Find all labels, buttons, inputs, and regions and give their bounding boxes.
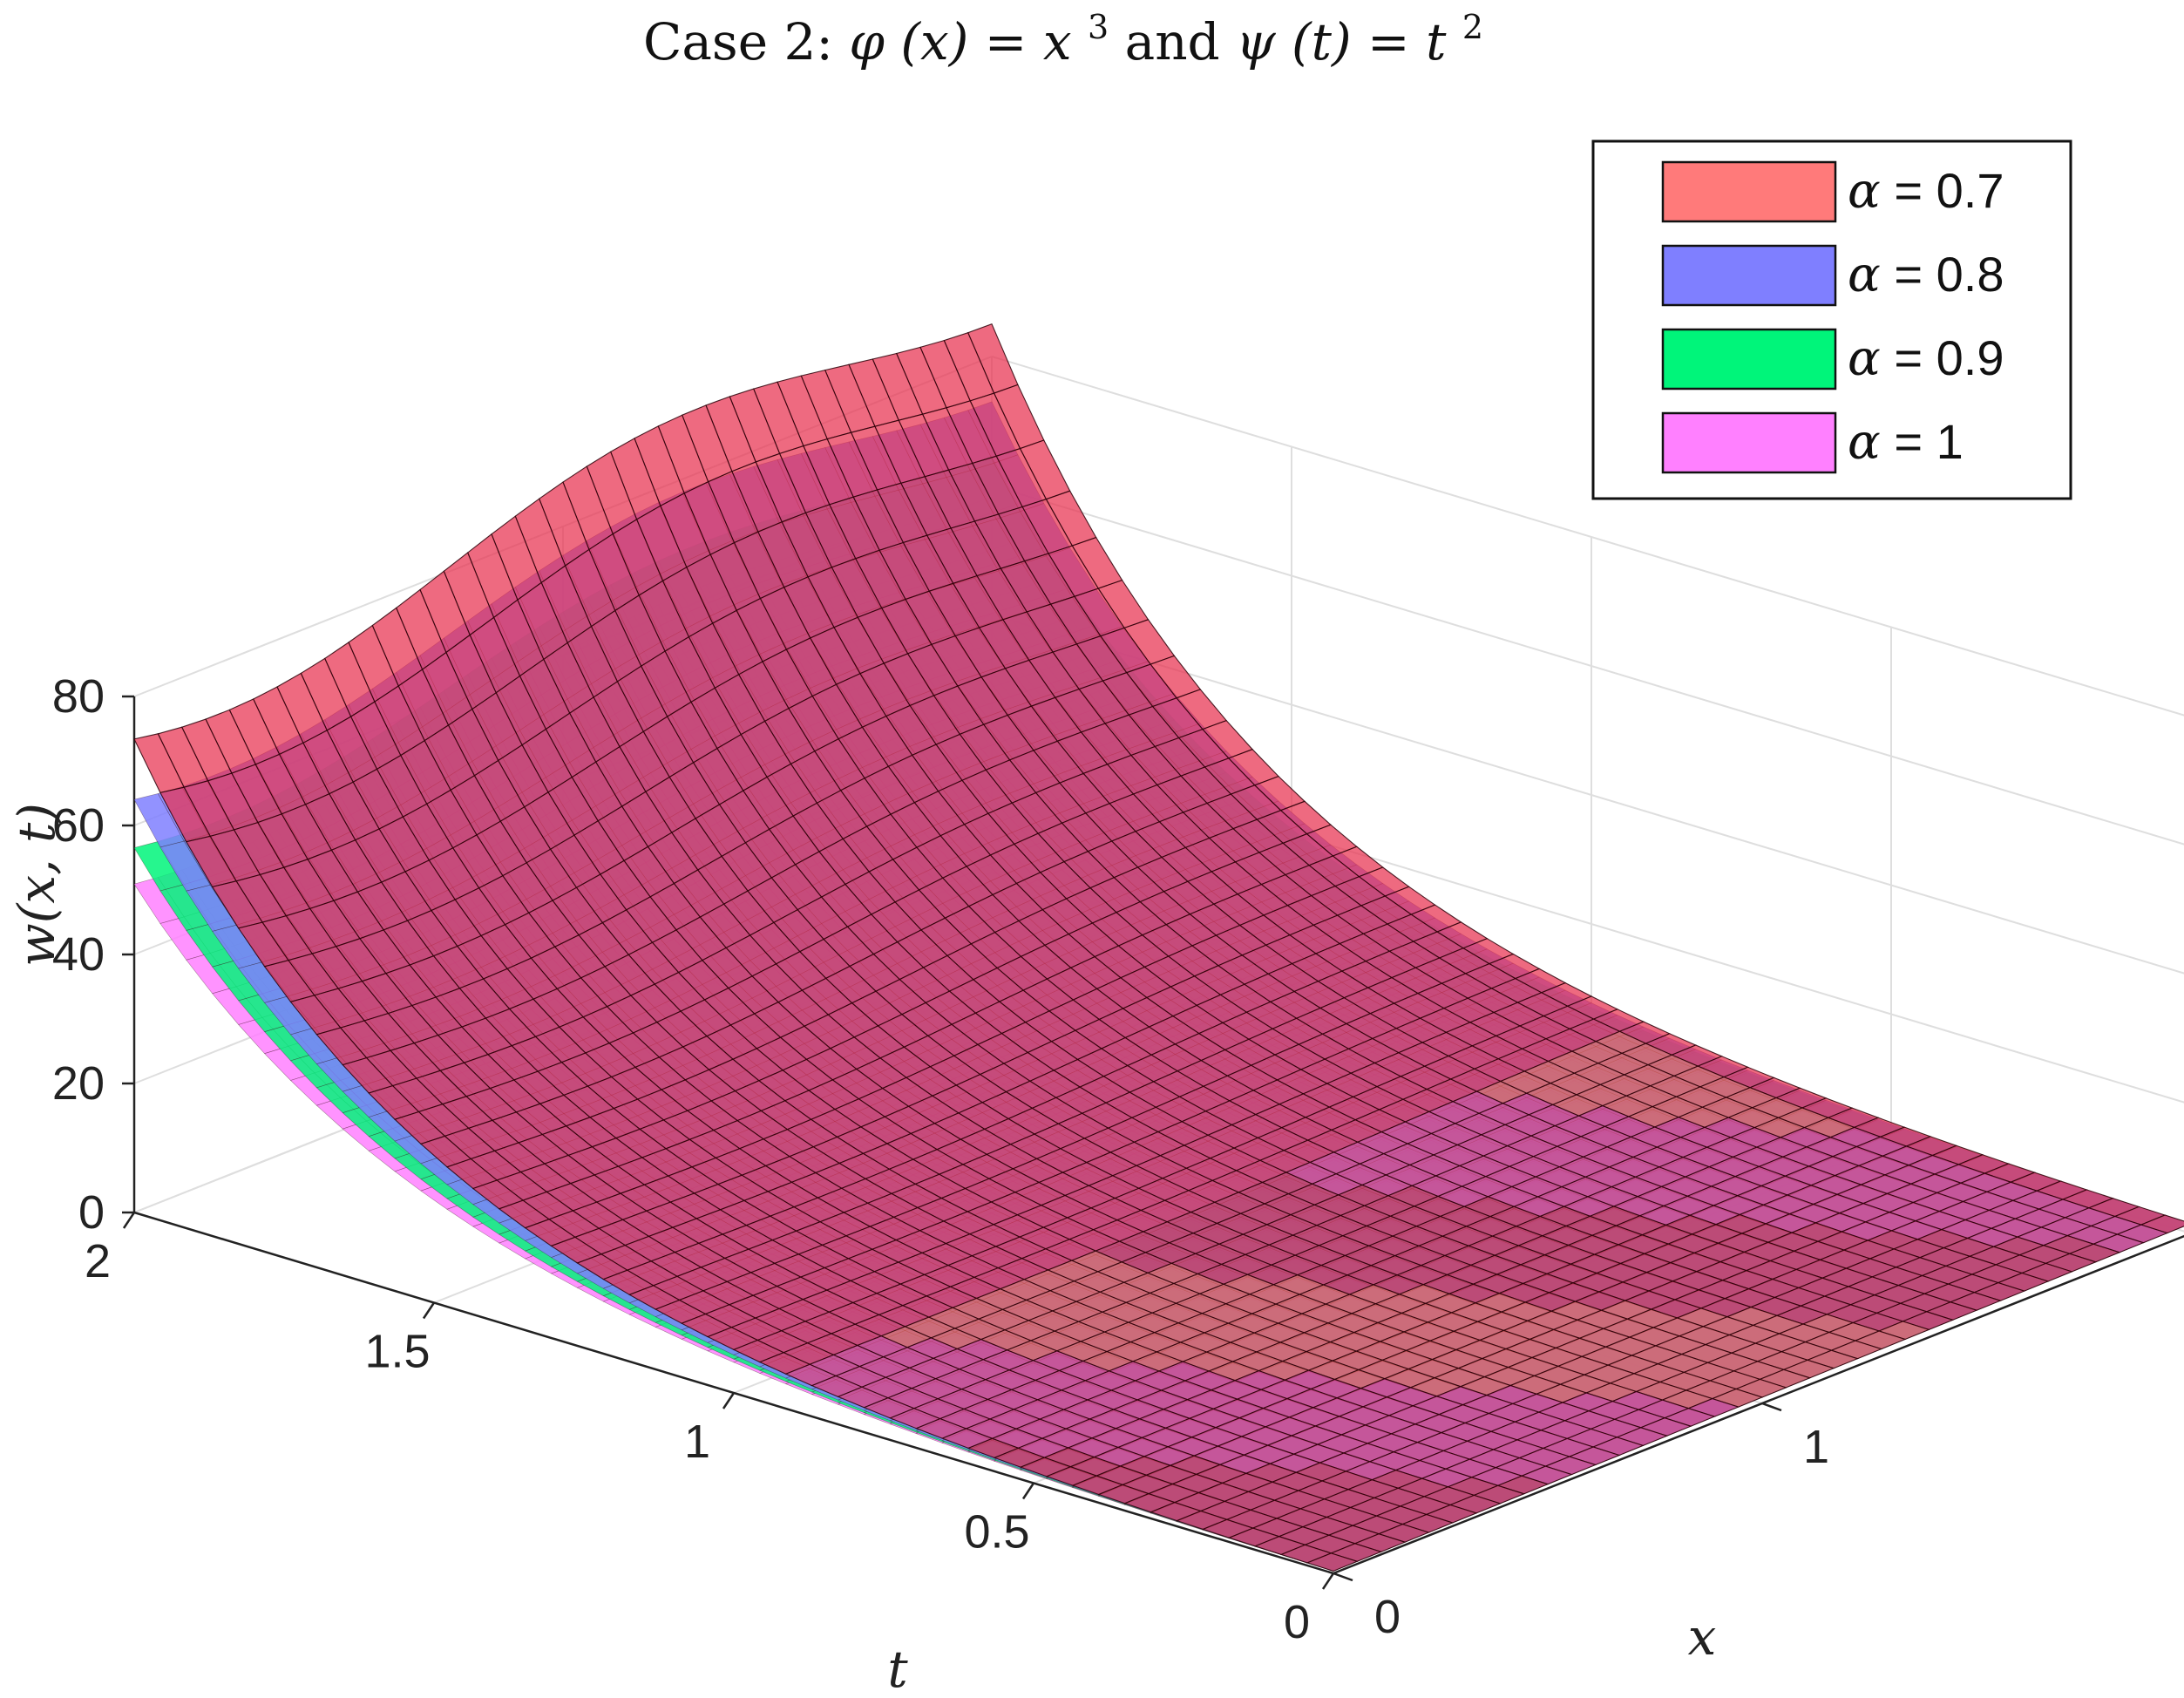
title-psi-exponent: 2 xyxy=(1462,8,1483,46)
title-phi-exponent: 3 xyxy=(1088,8,1109,46)
surface-patch xyxy=(159,840,211,892)
title-psi: ψ xyxy=(1236,12,1276,71)
surface-patch xyxy=(133,793,185,848)
surfaces xyxy=(133,323,2184,1572)
title-psi-arg: (t) = t xyxy=(1292,12,1447,71)
title-phi: φ xyxy=(849,12,885,71)
chart-title: Case 2: φ (x) = x 3 and ψ (t) = t 2 xyxy=(643,0,1483,71)
title-phi-arg: (x) = x xyxy=(900,12,1071,71)
title-prefix: Case 2: xyxy=(643,12,849,71)
title-and: and xyxy=(1125,12,1237,71)
